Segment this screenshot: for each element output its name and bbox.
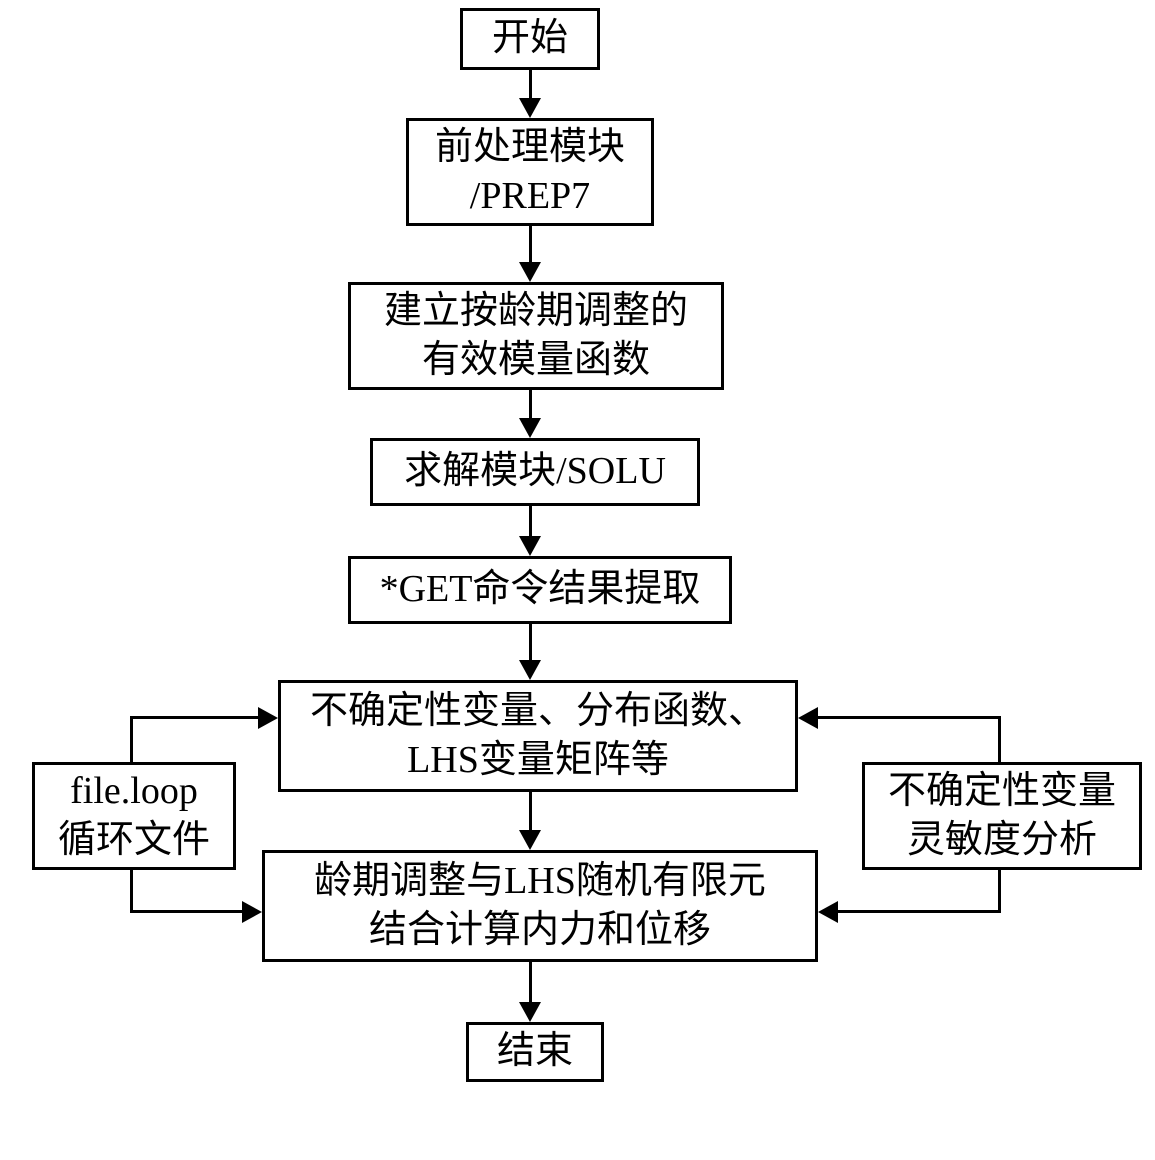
calculate-label: 龄期调整与LHS随机有限元 结合计算内力和位移 <box>314 857 766 956</box>
solu-box: 求解模块/SOLU <box>370 438 700 506</box>
arrow-solu-get-line <box>529 506 532 538</box>
file-loop-box: file.loop 循环文件 <box>32 762 236 870</box>
get-label: *GET命令结果提取 <box>380 565 701 614</box>
prep7-label: 前处理模块 /PREP7 <box>435 123 625 222</box>
calculate-box: 龄期调整与LHS随机有限元 结合计算内力和位移 <box>262 850 818 962</box>
arrow-get-variables-line <box>529 624 532 662</box>
arrow-fileloop-top-v <box>130 716 133 762</box>
effective-modulus-label: 建立按龄期调整的 有效模量函数 <box>384 287 688 386</box>
arrow-fileloop-calculate-head <box>242 901 262 923</box>
arrow-start-prep7-head <box>519 98 541 118</box>
arrow-get-variables-head <box>519 660 541 680</box>
sensitivity-label: 不确定性变量 灵敏度分析 <box>888 767 1116 866</box>
solu-label: 求解模块/SOLU <box>404 447 666 496</box>
get-box: *GET命令结果提取 <box>348 556 732 624</box>
end-box: 结束 <box>466 1022 604 1082</box>
arrow-sens-top-v <box>998 716 1001 762</box>
variables-label: 不确定性变量、分布函数、 LHS变量矩阵等 <box>310 687 766 786</box>
arrow-start-prep7-line <box>529 70 532 100</box>
arrow-modulus-solu-line <box>529 390 532 420</box>
arrow-variables-calculate-line <box>529 792 532 832</box>
arrow-sens-bot-h <box>838 910 1001 913</box>
arrow-fileloop-bot-h <box>130 910 244 913</box>
variables-box: 不确定性变量、分布函数、 LHS变量矩阵等 <box>278 680 798 792</box>
arrow-prep7-modulus-head <box>519 262 541 282</box>
arrow-prep7-modulus-line <box>529 226 532 264</box>
arrow-sens-bot-v <box>998 870 1001 912</box>
arrow-variables-calculate-head <box>519 830 541 850</box>
arrow-solu-get-head <box>519 536 541 556</box>
start-label: 开始 <box>492 14 568 63</box>
sensitivity-box: 不确定性变量 灵敏度分析 <box>862 762 1142 870</box>
arrow-calculate-end-head <box>519 1002 541 1022</box>
arrow-fileloop-variables-head <box>258 707 278 729</box>
file-loop-label: file.loop 循环文件 <box>58 767 210 866</box>
arrow-sens-variables-head <box>798 707 818 729</box>
flowchart-container: 开始 前处理模块 /PREP7 建立按龄期调整的 有效模量函数 求解模块/SOL… <box>0 0 1155 1160</box>
start-box: 开始 <box>460 8 600 70</box>
arrow-fileloop-bot-v <box>130 870 133 912</box>
arrow-sens-calculate-head <box>818 901 838 923</box>
arrow-sens-top-h <box>818 716 1001 719</box>
effective-modulus-box: 建立按龄期调整的 有效模量函数 <box>348 282 724 390</box>
arrow-fileloop-top-h <box>130 716 260 719</box>
prep7-box: 前处理模块 /PREP7 <box>406 118 654 226</box>
end-label: 结束 <box>497 1027 573 1076</box>
arrow-calculate-end-line <box>529 962 532 1004</box>
arrow-modulus-solu-head <box>519 418 541 438</box>
